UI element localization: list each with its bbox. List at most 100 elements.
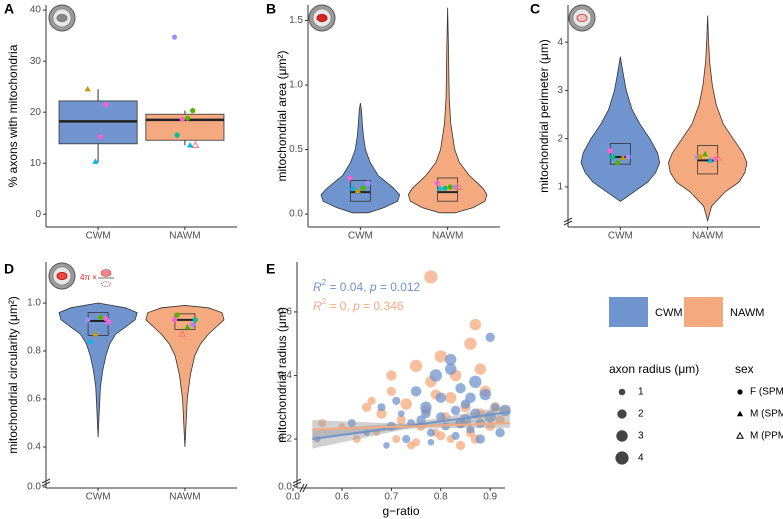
bubble (485, 332, 495, 343)
violin (320, 103, 401, 214)
legend-size-key (617, 409, 627, 419)
violin (580, 56, 661, 202)
point (615, 160, 621, 166)
panel-label: D (4, 261, 14, 277)
point (178, 329, 187, 337)
annotation-part: 2 (322, 297, 327, 306)
point (447, 184, 453, 190)
point (190, 108, 196, 114)
box (609, 143, 631, 165)
point (92, 330, 99, 337)
legend-shape-key (737, 389, 743, 395)
y-tick-label: 0.0 (278, 482, 292, 493)
bubble (444, 353, 457, 366)
formula: 4π × (80, 273, 97, 282)
axis-break (41, 478, 51, 487)
panel-label: C (530, 1, 540, 17)
point (174, 312, 180, 318)
icon-mito (56, 13, 68, 22)
point (87, 338, 94, 344)
point (697, 154, 703, 160)
y-tick-label: 0.0 (27, 482, 41, 493)
point (360, 185, 366, 191)
x-tick-label: CWM (86, 492, 111, 503)
bubble (450, 405, 461, 416)
fit-line (312, 422, 510, 431)
bubble (424, 270, 438, 284)
y-axis-title: mitochondrial circularity (μm²) (6, 296, 20, 454)
bubble (455, 440, 466, 451)
bubble (464, 337, 477, 350)
point (707, 157, 714, 163)
bubble (474, 363, 487, 375)
x-tick-label: CWM (86, 231, 111, 242)
point (609, 154, 616, 160)
point (184, 323, 191, 330)
bubble (455, 382, 466, 394)
bubble (376, 408, 387, 419)
y-tick-label: 1 (557, 182, 563, 193)
x-tick-label: NAWM (169, 492, 200, 503)
legend-shape-key (736, 431, 744, 439)
axis-break (292, 478, 302, 487)
formula-icon (100, 269, 112, 277)
x-tick-label: 0.0 (286, 492, 300, 503)
point (454, 182, 462, 190)
legend-label: 1 (638, 387, 644, 398)
legend-size-key (618, 388, 626, 396)
point (607, 148, 613, 154)
axis-break (299, 483, 308, 493)
y-axis-title: mitochondrial perimeter (μm) (537, 39, 551, 193)
bubble (495, 415, 505, 425)
bubble (444, 392, 457, 404)
annotation-part: = 0.012 (377, 280, 421, 294)
x-tick-label: NAWM (432, 231, 463, 242)
annotation-part: = 0, (326, 299, 353, 313)
point (619, 154, 627, 161)
legend-shape-key (736, 410, 744, 417)
bubble (377, 403, 386, 412)
y-tick-label: 0.4 (278, 370, 292, 381)
confidence-band (312, 418, 510, 440)
point (84, 85, 91, 92)
point (179, 116, 185, 122)
legend-label: F (SPMS) (750, 387, 783, 398)
bubble (436, 431, 446, 441)
panel-label: E (266, 261, 275, 277)
bubble (397, 410, 405, 417)
point (347, 175, 353, 181)
bubble (465, 392, 476, 403)
legend-label: CWM (655, 307, 683, 319)
annotation-part: p (352, 299, 360, 313)
y-tick-label: 1.0 (289, 80, 303, 91)
icon-mito (316, 13, 328, 22)
y-tick-label: 0.2 (278, 434, 292, 445)
bubble (491, 403, 500, 412)
point (98, 314, 104, 321)
point (103, 316, 109, 322)
icon-mito (576, 13, 588, 22)
point (436, 184, 443, 191)
bubble (392, 396, 401, 405)
violin (58, 302, 138, 438)
x-tick-label: CWM (348, 231, 373, 242)
point (625, 154, 631, 160)
y-axis-title: mitochondrial radius (μm) (275, 307, 289, 443)
bubble (435, 392, 446, 403)
point (434, 180, 440, 186)
bubble (451, 431, 460, 440)
bubble (347, 419, 356, 428)
bubble (367, 396, 376, 405)
bubble (386, 386, 397, 397)
violin (407, 7, 488, 214)
x-tick-label: 0.9 (483, 492, 497, 503)
point (174, 132, 180, 138)
annotation: R2 = 0.04, p = 0.012 (313, 278, 421, 294)
violin (667, 15, 748, 223)
icon-mito (56, 271, 68, 280)
point (85, 317, 91, 323)
legend-key (609, 297, 648, 327)
legend-label: M (SPMS) (750, 409, 783, 420)
bubble (416, 415, 426, 425)
